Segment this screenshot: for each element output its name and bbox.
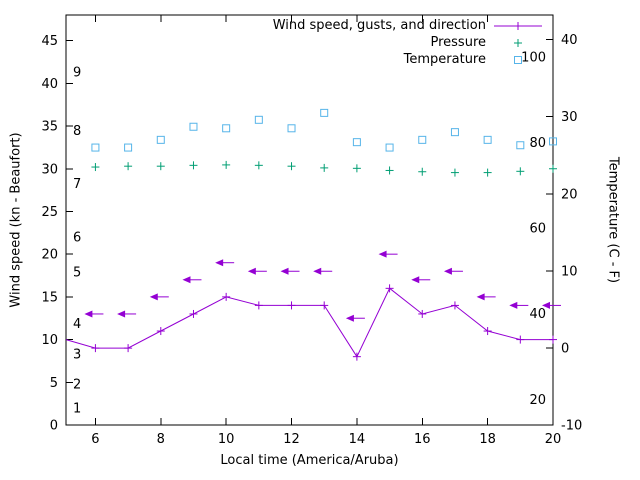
tick-label: 30 bbox=[561, 110, 578, 125]
beaufort-scale-labels: 1 2 3 4 5 6 7 8 9 bbox=[73, 66, 81, 417]
tick-label: 8 bbox=[73, 124, 81, 139]
gust-direction-arrows bbox=[84, 250, 561, 322]
legend-label-temperature: Temperature bbox=[403, 52, 486, 67]
tick-marks-and-labels: 6 8 10 12 14 16 18 20051015202530354045-1001020… bbox=[41, 15, 582, 447]
tick-label: 60 bbox=[529, 222, 546, 237]
tick-label: 20 bbox=[41, 248, 58, 263]
tick-label: -10 bbox=[561, 419, 582, 434]
tick-label: 15 bbox=[41, 290, 58, 305]
tick-label: 2 bbox=[73, 378, 81, 393]
pressure-series bbox=[91, 160, 557, 177]
tick-label: 8 bbox=[157, 432, 165, 447]
tick-label: 30 bbox=[41, 162, 58, 177]
tick-label: 5 bbox=[73, 266, 81, 281]
axes bbox=[65, 14, 554, 426]
tick-label: 20 bbox=[561, 187, 578, 202]
tick-label: 40 bbox=[41, 77, 58, 92]
tick-label: 10 bbox=[218, 432, 235, 447]
tick-label: 0 bbox=[561, 341, 569, 356]
tick-label: 6 bbox=[73, 231, 81, 246]
fahrenheit-scale-labels: 20 40 60 80 100 bbox=[521, 50, 546, 408]
tick-label: 35 bbox=[41, 120, 58, 135]
tick-label: 7 bbox=[73, 177, 81, 192]
tick-label: 16 bbox=[414, 432, 431, 447]
tick-label: 0 bbox=[50, 419, 58, 434]
tick-label: 5 bbox=[50, 376, 58, 391]
tick-label: 1 bbox=[73, 401, 81, 416]
wind-speed-series bbox=[65, 284, 557, 361]
y-axis-right-title: Temperature (C - F) bbox=[605, 156, 621, 284]
tick-label: 18 bbox=[479, 432, 496, 447]
tick-label: 10 bbox=[41, 333, 58, 348]
legend-label-wind: Wind speed, gusts, and direction bbox=[272, 18, 486, 33]
tick-label: 80 bbox=[529, 136, 546, 151]
tick-label: 45 bbox=[41, 34, 58, 49]
tick-label: 3 bbox=[73, 348, 81, 363]
legend-item-pressure: Pressure bbox=[430, 35, 544, 50]
legend: Wind speed, gusts, and direction Pressur… bbox=[273, 18, 544, 67]
tick-label: 12 bbox=[283, 432, 300, 447]
temperature-series bbox=[91, 108, 557, 152]
legend-marker-pressure-icon bbox=[514, 38, 522, 47]
tick-label: 20 bbox=[545, 432, 562, 447]
legend-marker-temperature-icon bbox=[514, 55, 522, 64]
tick-label: 14 bbox=[349, 432, 366, 447]
legend-label-pressure: Pressure bbox=[430, 35, 486, 50]
tick-label: 10 bbox=[561, 264, 578, 279]
tick-label: 25 bbox=[41, 205, 58, 220]
legend-item-temperature: Temperature bbox=[404, 52, 544, 67]
tick-label: 4 bbox=[73, 317, 81, 332]
tick-label: 40 bbox=[561, 33, 578, 48]
tick-label: 9 bbox=[73, 66, 81, 81]
legend-marker-wind-icon bbox=[494, 21, 542, 30]
x-axis-title: Local time (America/Aruba) bbox=[220, 453, 399, 468]
tick-label: 100 bbox=[521, 50, 546, 65]
y-axis-left-title: Wind speed (kn - Beaufort) bbox=[8, 132, 24, 308]
tick-label: 40 bbox=[529, 307, 546, 322]
tick-label: 20 bbox=[529, 393, 546, 408]
tick-label: 6 bbox=[91, 432, 99, 447]
legend-item-wind: Wind speed, gusts, and direction bbox=[273, 18, 544, 33]
